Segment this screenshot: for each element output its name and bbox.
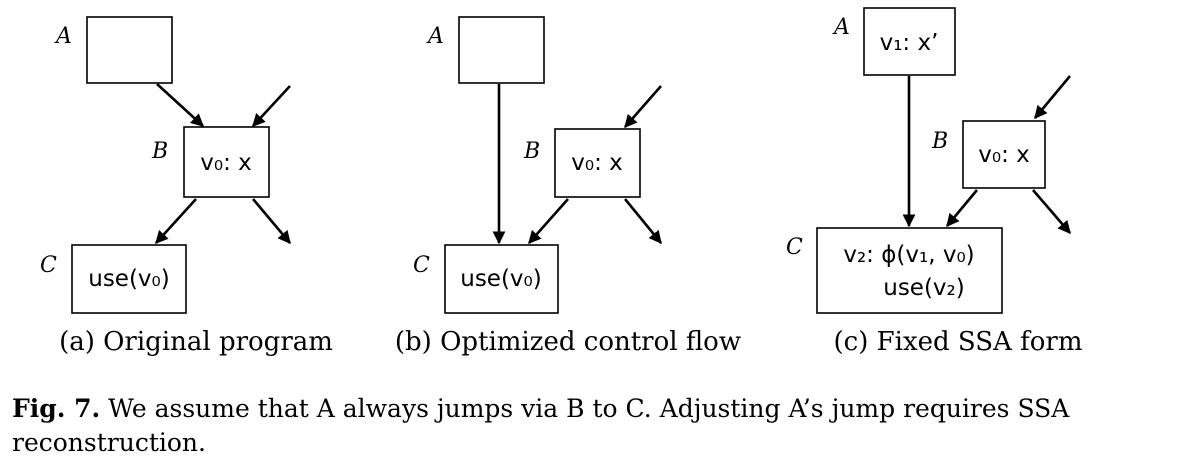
panel-c-block-c-phi: v₂: ϕ(v₁, v₀) (843, 242, 974, 268)
panel-c-edge-incoming-b (1034, 75, 1071, 119)
panel-c-edge-b-to-c (946, 189, 978, 227)
panel-c-block-a (863, 7, 956, 76)
panel-a-label-b: B (151, 139, 168, 164)
panel-c-label-b: B (931, 129, 948, 154)
panel-c: A v₁: x’ B v₀: x C v₂: ϕ(v₁, v₀) use(v₂)… (786, 7, 1083, 357)
figure-caption: Fig. 7. We assume that A always jumps vi… (12, 392, 1192, 460)
panel-b-edge-incoming-b (624, 85, 662, 128)
panel-c-label-c: C (786, 235, 803, 260)
panel-a: A B v₀: x C use(v₀) (a) Original program (40, 16, 333, 357)
panel-b: A B v₀: x C use(v₀) (b) Optimized contro… (395, 16, 741, 357)
panel-b-block-b-code: v₀: x (571, 150, 623, 176)
panel-b-label-a: A (426, 24, 444, 49)
panel-a-caption: (a) Original program (59, 327, 333, 357)
panel-c-block-c (816, 227, 1003, 314)
panel-c-block-a-code: v₁: x’ (880, 30, 939, 56)
panel-b-edge-b-to-c (528, 198, 569, 244)
panel-c-caption: (c) Fixed SSA form (834, 327, 1083, 357)
panel-a-edge-b-to-c (155, 198, 197, 244)
panel-b-caption: (b) Optimized control flow (395, 327, 741, 357)
panel-c-label-a: A (832, 15, 850, 40)
panel-a-label-a: A (54, 24, 72, 49)
panel-b-block-a (458, 16, 545, 84)
panel-a-edge-a-to-b (156, 83, 204, 127)
panel-c-block-c-use: use(v₂) (883, 275, 965, 301)
panel-a-edge-outgoing-b (252, 198, 291, 244)
panel-b-label-c: C (413, 253, 430, 278)
panel-a-block-b (183, 126, 270, 198)
panel-a-label-c: C (40, 253, 57, 278)
panel-c-edge-outgoing-b (1032, 189, 1071, 234)
panel-b-block-c-code: use(v₀) (460, 266, 542, 292)
panel-a-block-c-code: use(v₀) (88, 266, 170, 292)
panel-a-block-a (86, 16, 173, 84)
panel-c-block-b (962, 120, 1046, 189)
diagram-canvas: A B v₀: x C use(v₀) (a) Original program… (40, 7, 1083, 357)
figure-caption-label: Fig. 7. (12, 394, 101, 423)
panel-b-block-c (444, 244, 559, 314)
panel-b-label-b: B (523, 139, 540, 164)
panel-a-block-c (71, 244, 187, 314)
panel-c-block-b-code: v₀: x (978, 142, 1030, 168)
figure-caption-text: We assume that A always jumps via B to C… (12, 394, 1070, 457)
panel-b-edge-outgoing-b (623, 198, 663, 245)
panel-b-block-b (554, 128, 641, 198)
panel-a-edge-incoming-b (252, 85, 291, 127)
panel-a-block-b-code: v₀: x (200, 150, 252, 176)
